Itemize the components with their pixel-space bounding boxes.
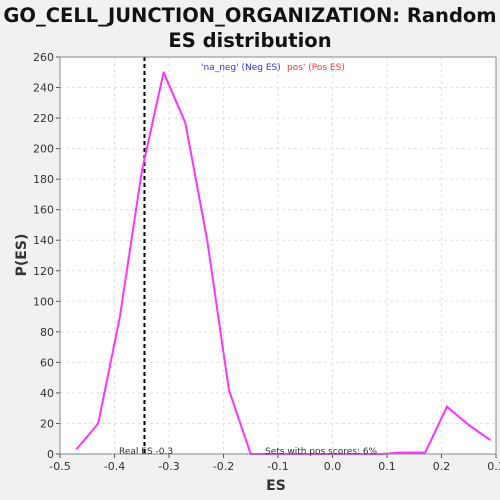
x-tick-label: 0.1 bbox=[378, 460, 396, 473]
x-tick-label: -0.5 bbox=[49, 460, 70, 473]
y-tick-label: 260 bbox=[33, 51, 54, 64]
axes: 0 20 40 60 80 100 120 140 160 180 200 220 240 260 -0.5… bbox=[33, 51, 500, 473]
legend-neg: 'na_neg' (Neg ES) bbox=[201, 63, 281, 73]
pos-sets-label: Sets with pos scores: 6% bbox=[265, 447, 378, 457]
y-tick-label: 160 bbox=[33, 204, 54, 217]
chart-title: GO_CELL_JUNCTION_ORGANIZATION: Random ES… bbox=[0, 3, 500, 53]
x-tick-label: -0.2 bbox=[213, 460, 234, 473]
y-tick-label: 220 bbox=[33, 112, 54, 125]
x-tick-label: -0.4 bbox=[104, 460, 125, 473]
x-tick-label: 0.3 bbox=[487, 460, 500, 473]
y-tick-label: 200 bbox=[33, 143, 54, 156]
y-tick-label: 0 bbox=[47, 448, 54, 461]
y-tick-label: 20 bbox=[40, 417, 54, 430]
y-tick-label: 60 bbox=[40, 356, 54, 369]
title-line-1: GO_CELL_JUNCTION_ORGANIZATION: Random bbox=[3, 4, 497, 27]
y-tick-label: 100 bbox=[33, 295, 54, 308]
legend-pos: pos' (Pos ES) bbox=[287, 63, 345, 73]
y-axis-label: P(ES) bbox=[14, 234, 30, 277]
y-tick-label: 40 bbox=[40, 387, 54, 400]
x-tick-label: -0.3 bbox=[158, 460, 179, 473]
y-tick-label: 80 bbox=[40, 326, 54, 339]
y-tick-label: 140 bbox=[33, 234, 54, 247]
text-layer: 'na_neg' (Neg ES) pos' (Pos ES) Real ES … bbox=[14, 63, 378, 494]
x-tick-label: 0.0 bbox=[324, 460, 342, 473]
y-tick-label: 180 bbox=[33, 173, 54, 186]
x-tick-label: -0.1 bbox=[267, 460, 288, 473]
y-tick-label: 240 bbox=[33, 82, 54, 95]
x-axis-label: ES bbox=[266, 478, 286, 494]
real-es-label: Real ES -0.3 bbox=[119, 447, 173, 457]
title-line-2: ES distribution bbox=[168, 29, 332, 52]
y-tick-label: 120 bbox=[33, 265, 54, 278]
plot-border bbox=[59, 56, 497, 455]
x-tick-label: 0.2 bbox=[433, 460, 451, 473]
